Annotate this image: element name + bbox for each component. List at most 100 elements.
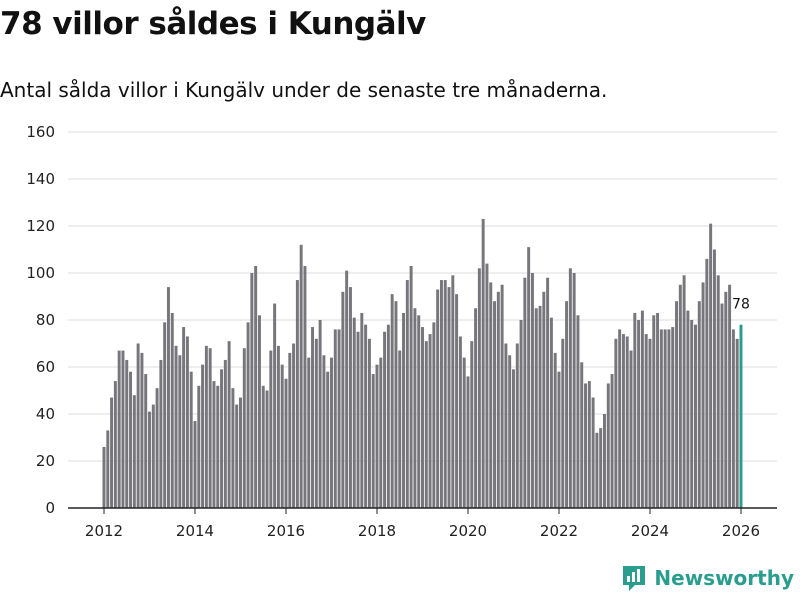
bar xyxy=(178,355,182,508)
bar xyxy=(330,357,333,508)
x-tick-label-2016: 2016 xyxy=(267,522,305,540)
bar xyxy=(705,258,709,508)
bar xyxy=(466,376,470,508)
bar xyxy=(174,345,178,508)
bar xyxy=(356,331,360,508)
chart-title: 78 villor såldes i Kungälv xyxy=(0,6,426,42)
bar xyxy=(599,428,603,508)
bar xyxy=(345,270,349,508)
bar xyxy=(254,265,258,508)
bar xyxy=(231,388,235,508)
bar xyxy=(724,291,728,508)
bar xyxy=(235,404,239,508)
bar xyxy=(572,273,576,508)
bar xyxy=(443,280,447,508)
bar xyxy=(402,312,406,508)
bar xyxy=(144,374,148,508)
bar xyxy=(709,223,713,508)
bar xyxy=(538,305,542,508)
bar xyxy=(261,385,265,508)
bar xyxy=(299,244,303,509)
y-tick-label-20: 20 xyxy=(36,452,55,470)
bar xyxy=(364,324,368,508)
bar xyxy=(500,284,504,508)
bar xyxy=(549,317,553,508)
y-axis-tick-labels: 0 20 40 60 80 100 120 140 160 xyxy=(26,123,55,517)
bar xyxy=(394,301,398,508)
bar xyxy=(496,291,500,508)
bar xyxy=(398,350,402,508)
bar xyxy=(307,357,311,508)
bar xyxy=(311,327,315,508)
bar xyxy=(273,303,277,508)
bar xyxy=(447,287,451,508)
bar xyxy=(136,343,140,508)
bar xyxy=(481,218,485,508)
bar xyxy=(678,284,682,508)
bar xyxy=(117,350,121,508)
bar xyxy=(470,341,474,508)
bar xyxy=(637,320,641,508)
x-tick-label-2014: 2014 xyxy=(176,522,214,540)
bar xyxy=(314,338,318,508)
bar xyxy=(113,381,117,508)
bar xyxy=(242,348,246,508)
bar xyxy=(720,303,724,508)
bar xyxy=(493,301,497,508)
bar xyxy=(379,357,383,508)
bar xyxy=(519,320,523,508)
bar xyxy=(367,338,371,508)
bar xyxy=(534,308,538,508)
bar xyxy=(189,371,193,508)
bar xyxy=(716,275,720,508)
bar xyxy=(614,338,618,508)
bar xyxy=(212,381,216,508)
bar xyxy=(610,374,614,508)
y-tick-label-60: 60 xyxy=(36,358,55,376)
x-tick-label-2022: 2022 xyxy=(540,522,578,540)
bar xyxy=(227,341,231,508)
bar-series xyxy=(102,218,743,509)
bar xyxy=(728,284,732,508)
bar xyxy=(546,277,550,508)
bar xyxy=(561,338,565,508)
bar xyxy=(375,364,379,508)
bar xyxy=(348,287,352,508)
bar xyxy=(462,357,466,508)
bar xyxy=(257,315,261,508)
bar xyxy=(208,348,212,508)
bar xyxy=(288,352,292,508)
bar xyxy=(458,336,462,508)
newsworthy-logo-icon xyxy=(623,566,646,591)
bar xyxy=(629,350,633,508)
bar xyxy=(652,315,656,508)
bar xyxy=(269,350,273,508)
bar xyxy=(110,397,114,508)
bar xyxy=(694,324,697,508)
y-tick-label-160: 160 xyxy=(26,123,55,141)
x-tick-label-2012: 2012 xyxy=(85,522,123,540)
chart-subtitle: Antal sålda villor i Kungälv under de se… xyxy=(0,78,608,102)
bar xyxy=(318,320,322,508)
bar xyxy=(413,308,417,508)
latest-value-label: 78 xyxy=(732,297,750,313)
bar xyxy=(129,371,133,508)
bar xyxy=(341,291,345,508)
bar xyxy=(489,282,493,508)
bar xyxy=(640,310,644,508)
bar xyxy=(170,312,174,508)
bar xyxy=(121,350,125,508)
bar xyxy=(326,371,330,508)
bar xyxy=(155,388,159,508)
bar xyxy=(220,369,224,508)
bar xyxy=(424,341,428,508)
bar xyxy=(686,310,690,508)
bar xyxy=(439,280,443,508)
bar xyxy=(656,312,660,508)
bar xyxy=(542,291,546,508)
bar xyxy=(197,385,201,508)
bar xyxy=(322,355,326,508)
bar xyxy=(580,362,584,508)
bar xyxy=(333,329,337,508)
bar xyxy=(667,329,671,508)
